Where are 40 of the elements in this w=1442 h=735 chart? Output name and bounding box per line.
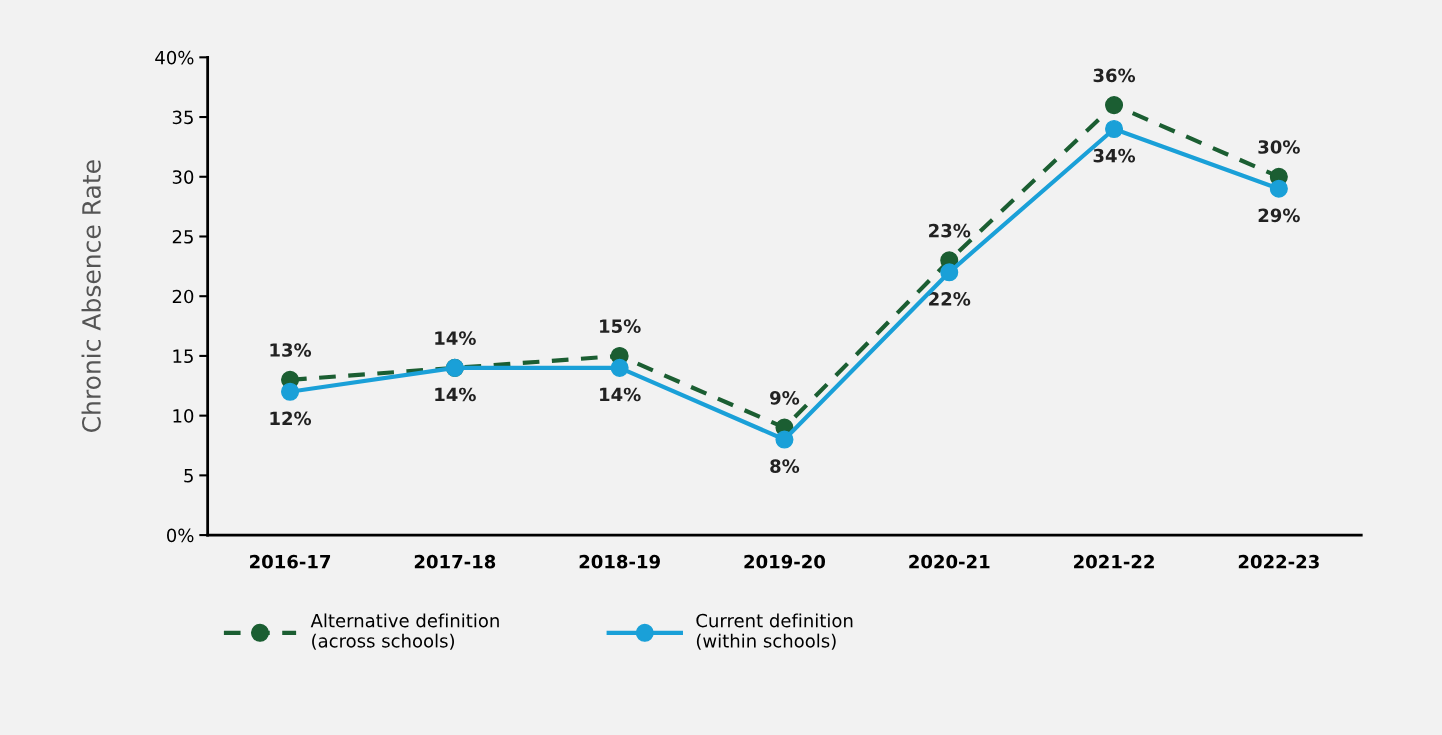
y-tick-label: 15: [173, 349, 193, 364]
y-tick-label: 10: [173, 409, 194, 423]
y-tick-label: 30: [172, 170, 194, 184]
y-tick-label: 0%: [167, 528, 194, 543]
x-tick-label: 2016-17: [250, 554, 331, 569]
data-label: 34%: [1093, 148, 1136, 163]
data-label: 22%: [929, 292, 971, 306]
y-tick-label: 35: [172, 110, 193, 125]
data-label: 36%: [1093, 68, 1136, 83]
data-label: 30%: [1258, 140, 1300, 154]
point: [1105, 96, 1124, 115]
data-label: 14%: [435, 331, 476, 345]
y-tick-label: 20: [172, 289, 194, 304]
y-tick-label: 40%: [155, 50, 194, 65]
point: [1269, 179, 1288, 198]
y-tick-label: 25: [172, 229, 193, 244]
x-tick-label: 2017-18: [414, 554, 496, 569]
point: [940, 263, 959, 282]
data-label: 14%: [600, 387, 641, 402]
data-label: 15%: [600, 319, 641, 333]
data-label: 23%: [929, 223, 971, 238]
legend-label: Alternative definition (across schools): [310, 613, 499, 650]
y-axis-title: Chronic Absence Rate: [81, 160, 101, 432]
data-label: 12%: [270, 411, 312, 426]
data-label: 13%: [270, 343, 312, 357]
point: [1105, 119, 1124, 139]
point: [610, 358, 629, 377]
x-tick-label: 2020-21: [909, 554, 990, 569]
point: [775, 430, 794, 449]
y-tick-label: 5: [184, 469, 193, 483]
x-tick-label: 2022-23: [1238, 554, 1319, 569]
point: [281, 382, 300, 401]
data-label: 8%: [770, 459, 800, 473]
x-tick-label: 2019-20: [744, 554, 826, 569]
data-label: 14%: [435, 387, 476, 402]
x-tick-label: 2018-19: [579, 554, 660, 569]
legend-label: Current definition (within schools): [696, 613, 853, 650]
x-tick-label: 2021-22: [1074, 554, 1154, 569]
data-label: 29%: [1258, 208, 1300, 223]
data-label: 9%: [770, 390, 800, 405]
